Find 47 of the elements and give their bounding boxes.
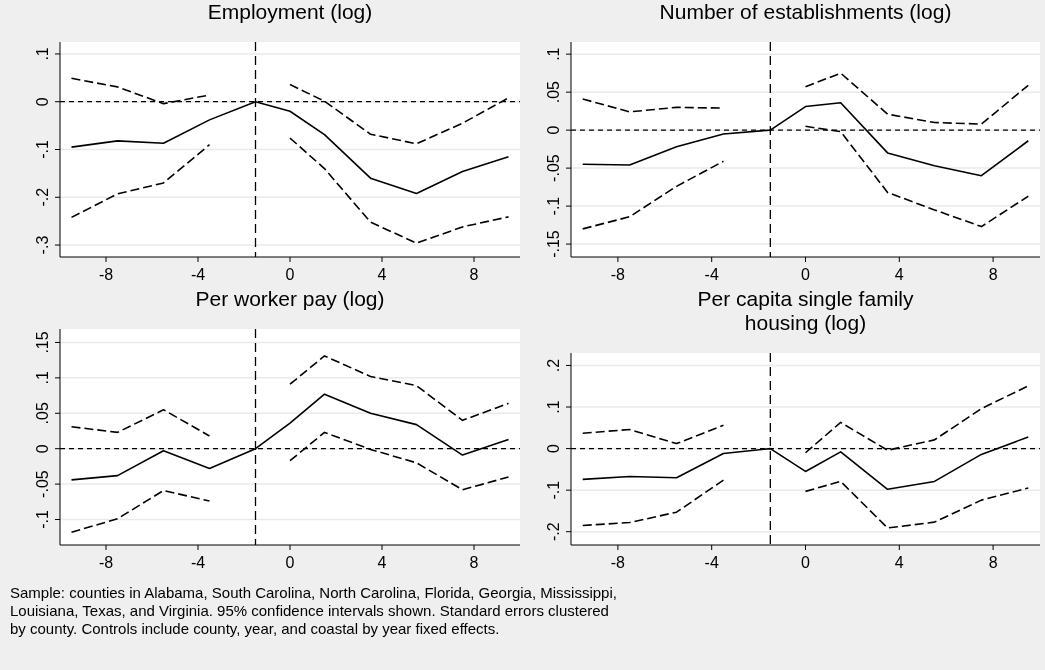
y-tick-label: -.15 <box>545 230 562 258</box>
y-tick-label: -.2 <box>34 187 51 207</box>
x-tick-label: 4 <box>377 266 387 283</box>
y-tick-label: .15 <box>34 331 51 354</box>
y-tick-label: .05 <box>545 80 562 104</box>
y-tick-label: -.1 <box>545 196 562 216</box>
chart-title: Number of establishments (log) <box>659 0 952 23</box>
y-tick-label: 0 <box>34 97 51 107</box>
x-tick-label: 0 <box>801 266 811 283</box>
x-tick-label: 8 <box>469 266 479 283</box>
y-tick-label: .2 <box>545 358 562 373</box>
x-tick-label: -4 <box>190 266 206 283</box>
chart-title: Per worker pay (log) <box>195 287 385 310</box>
x-tick-label: 0 <box>801 554 811 571</box>
y-tick-label: 0 <box>545 444 562 454</box>
chart-title: Per capita single family housing (log) <box>697 287 914 334</box>
x-tick-label: -8 <box>610 554 626 571</box>
x-tick-label: -4 <box>704 266 719 283</box>
x-tick-label: -4 <box>704 554 719 571</box>
y-tick-label: .1 <box>545 47 562 61</box>
x-tick-label: 4 <box>894 554 904 571</box>
x-tick-label: -8 <box>98 554 114 571</box>
x-tick-label: 4 <box>894 266 904 283</box>
chart-title: Employment (log) <box>207 0 373 23</box>
y-tick-label: -.1 <box>34 140 51 159</box>
x-tick-label: 8 <box>469 554 479 571</box>
y-tick-label: .1 <box>34 47 51 61</box>
y-tick-label: -.2 <box>545 522 562 542</box>
x-tick-label: 4 <box>377 554 387 571</box>
y-tick-label: 0 <box>545 125 562 135</box>
y-tick-label: -.1 <box>34 510 51 529</box>
y-tick-label: -.05 <box>34 470 51 498</box>
text: Sample: counties in Alabama, South Carolina, North Carolina, Florida, Georgia, Mississippi, Louisiana, Texas, and Virginia. 95% confidence intervals shown. Standard errors clustered by county. Controls include county, year, and coastal by year fixed effects. <box>10 584 617 637</box>
x-tick-label: 0 <box>285 266 295 283</box>
y-tick-label: -.1 <box>545 480 562 500</box>
y-tick-label: .1 <box>34 371 51 385</box>
y-tick-label: -.3 <box>34 235 51 255</box>
x-tick-label: 8 <box>988 266 998 283</box>
y-tick-label: .05 <box>34 402 51 425</box>
x-tick-label: -8 <box>610 266 626 283</box>
y-tick-label: -.05 <box>545 154 562 182</box>
x-tick-label: -8 <box>98 266 114 283</box>
x-tick-label: -4 <box>190 554 206 571</box>
x-tick-label: 8 <box>988 554 998 571</box>
y-tick-label: 0 <box>34 444 51 454</box>
y-tick-label: .1 <box>545 400 562 414</box>
x-tick-label: 0 <box>285 554 295 571</box>
